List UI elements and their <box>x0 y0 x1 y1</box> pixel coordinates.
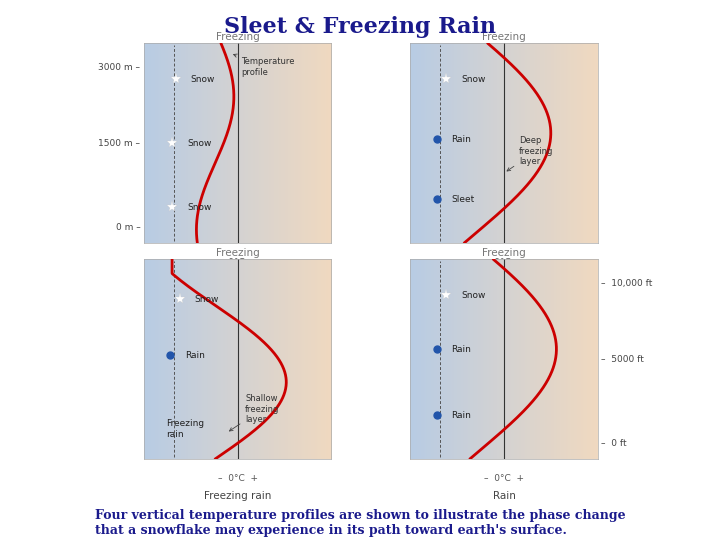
Text: 0 m –: 0 m – <box>116 222 140 232</box>
Text: Snow: Snow <box>187 202 212 212</box>
Text: Snow: Snow <box>461 75 485 84</box>
Text: –  0°C  +: – 0°C + <box>217 258 258 267</box>
Text: –  0°C  +: – 0°C + <box>484 474 524 483</box>
Text: Sleet: Sleet <box>491 275 517 285</box>
Title: Freezing: Freezing <box>216 248 259 259</box>
Text: –  0 ft: – 0 ft <box>601 438 627 448</box>
Text: Deep
freezing
layer: Deep freezing layer <box>507 136 554 171</box>
Text: Rain: Rain <box>451 345 472 354</box>
Title: Freezing: Freezing <box>482 248 526 259</box>
Text: 3000 m –: 3000 m – <box>99 63 140 72</box>
Text: –  5000 ft: – 5000 ft <box>601 355 644 363</box>
Text: Freezing rain: Freezing rain <box>204 491 271 501</box>
Text: Snow: Snow <box>461 291 485 300</box>
Text: Shallow
freezing
layer: Shallow freezing layer <box>230 394 279 431</box>
Text: Rain: Rain <box>185 350 205 360</box>
Title: Freezing: Freezing <box>216 32 259 43</box>
Text: Snow: Snow <box>223 275 252 285</box>
Title: Freezing: Freezing <box>482 32 526 43</box>
Text: Rain: Rain <box>492 491 516 501</box>
Text: Sleet & Freezing Rain: Sleet & Freezing Rain <box>224 16 496 38</box>
Text: Snow: Snow <box>194 295 219 303</box>
Text: Temperature
profile: Temperature profile <box>233 54 295 77</box>
Text: Rain: Rain <box>451 134 472 144</box>
Text: Snow: Snow <box>191 75 215 84</box>
Text: –  10,000 ft: – 10,000 ft <box>601 279 652 288</box>
Text: Snow: Snow <box>187 139 212 147</box>
Text: Rain: Rain <box>451 410 472 420</box>
Text: –  0°C  +: – 0°C + <box>217 474 258 483</box>
Text: –  0°C  +: – 0°C + <box>484 258 524 267</box>
Text: Freezing
rain: Freezing rain <box>166 420 204 438</box>
Text: 1500 m –: 1500 m – <box>99 139 140 147</box>
Text: Sleet: Sleet <box>451 194 474 204</box>
Text: Four vertical temperature profiles are shown to illustrate the phase change
that: Four vertical temperature profiles are s… <box>95 509 625 537</box>
